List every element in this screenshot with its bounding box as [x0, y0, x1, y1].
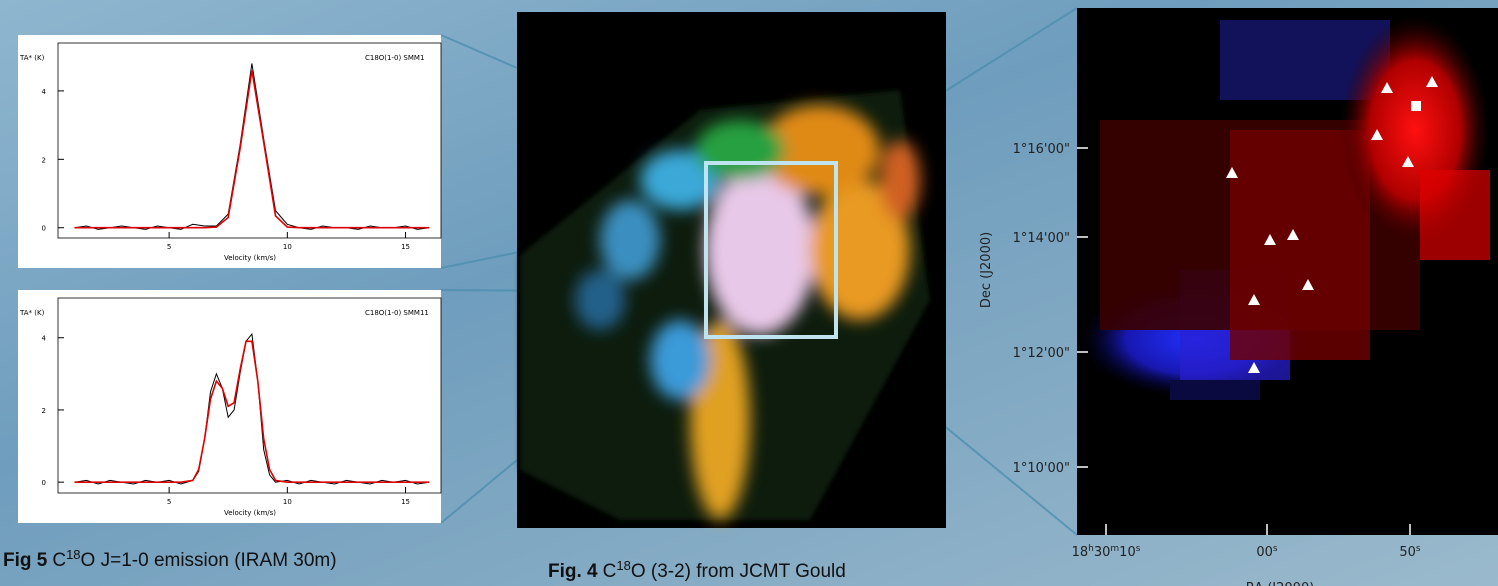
sky-map-image	[1077, 8, 1498, 535]
caption-label: Fig. 4	[548, 561, 598, 582]
y-axis-label: TA* (K)	[19, 309, 45, 317]
x-axis-label: RA (J2000)	[1246, 581, 1315, 586]
y-tick-label: 2	[42, 156, 46, 164]
spectrum-title: C18O(1-0) SMM11	[365, 309, 429, 317]
y-tick-label: 2	[42, 407, 46, 415]
y-tick-label: 0	[42, 479, 46, 487]
x-tick-label: 5	[167, 498, 171, 506]
caption-text: O (3-2) from JCMT Gould	[631, 561, 846, 582]
ra-tick-part: s	[1136, 544, 1141, 554]
dec-tick-label: 1°12'00"	[1013, 346, 1070, 361]
ra-tick-part: s	[1416, 544, 1421, 554]
caption-label: Fig 5	[3, 550, 48, 571]
dec-tick-label: 1°14'00"	[1013, 231, 1070, 246]
ra-tick-part: 18	[1072, 545, 1089, 560]
ra-tick-part: 50	[1399, 545, 1416, 560]
dec-tick-label: 1°10'00"	[1013, 461, 1070, 476]
x-tick-label: 15	[401, 498, 410, 506]
y-axis-label: TA* (K)	[19, 54, 45, 62]
y-tick-label: 0	[42, 225, 46, 233]
ra-tick-part: 10	[1119, 545, 1136, 560]
spectrum-title: C18O(1-0) SMM1	[365, 54, 424, 62]
x-axis-label: Velocity (km/s)	[224, 254, 276, 262]
caption-text: C	[603, 561, 617, 582]
y-axis-label: Dec (J2000)	[979, 232, 994, 308]
y-tick-label: 4	[42, 335, 47, 343]
caption-text: 18	[616, 558, 630, 573]
caption-text: O J=1-0 emission (IRAM 30m)	[81, 550, 337, 571]
x-tick-label: 10	[283, 243, 292, 251]
ra-tick-part: 00	[1256, 545, 1273, 560]
x-axis-label: Velocity (km/s)	[224, 509, 276, 517]
x-tick-label: 5	[167, 243, 171, 251]
dec-tick-label: 1°16'00"	[1013, 142, 1070, 157]
y-tick-label: 4	[42, 88, 47, 96]
ra-tick-label: 18h30m10s	[1072, 544, 1141, 560]
poster-panel: 0 2 4 5 10 15 TA* (K) Velocity (km/s) C18O(1-0) …	[0, 0, 1498, 586]
caption-text: 18	[66, 547, 80, 562]
ra-tick-part: 30	[1094, 545, 1111, 560]
ra-tick-part: m	[1110, 544, 1119, 554]
caption-text: C	[52, 550, 66, 571]
rgb-map-image	[517, 12, 946, 528]
x-tick-label: 10	[283, 498, 292, 506]
x-tick-label: 15	[401, 243, 410, 251]
ra-tick-part: s	[1273, 544, 1278, 554]
